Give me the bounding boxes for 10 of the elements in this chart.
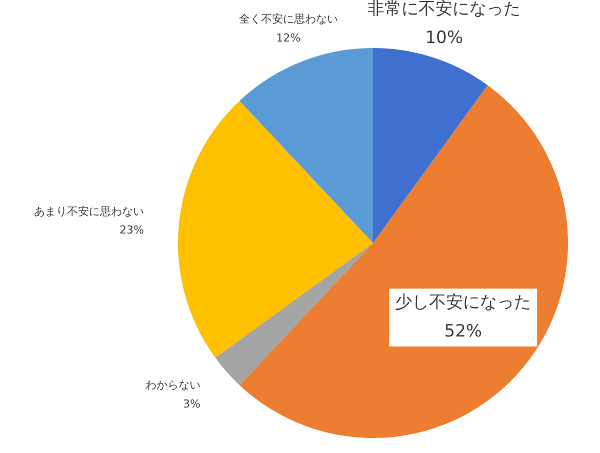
data-label: 12% — [276, 31, 301, 44]
slice-label: わからない — [145, 378, 200, 392]
data-label: 52% — [444, 321, 482, 342]
slice-label: あまり不安に思わない — [34, 204, 144, 218]
data-label: 23% — [119, 224, 144, 237]
slice-label: 非常に不安になった — [368, 0, 521, 20]
slice-label: 少し不安になった — [395, 292, 532, 313]
slice-label: 全く不安に思わない — [238, 12, 338, 26]
data-label: 3% — [182, 397, 200, 410]
data-label: 10% — [425, 28, 464, 48]
